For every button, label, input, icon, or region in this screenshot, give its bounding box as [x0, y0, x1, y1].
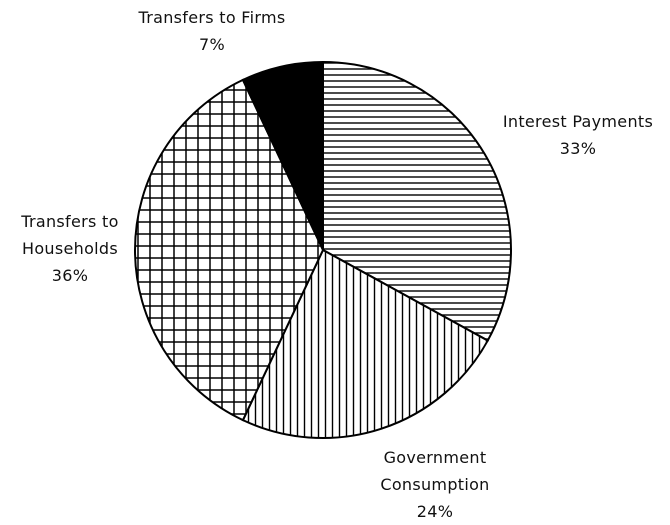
pie-slice — [241, 248, 490, 439]
category-label: Transfers to Firms — [138, 8, 286, 27]
category-label: Interest Payments — [502, 112, 654, 131]
value-label: 36% — [51, 266, 89, 285]
slice-label: Government Consumption 24% — [365, 444, 505, 525]
slice-label: Interest Payments 33% — [468, 108, 670, 162]
slice-label: Transfers to Firms 7% — [102, 4, 322, 58]
value-label: 33% — [559, 139, 597, 158]
pie-slice — [241, 60, 324, 251]
value-label: 24% — [416, 502, 454, 521]
slice-label: Transfers to Households 36% — [5, 208, 135, 289]
pie-slice — [322, 60, 512, 342]
pie-slice — [134, 78, 325, 422]
value-label: 7% — [199, 35, 225, 54]
category-label: Government Consumption — [380, 448, 490, 494]
category-label: Transfers to Households — [21, 212, 119, 258]
